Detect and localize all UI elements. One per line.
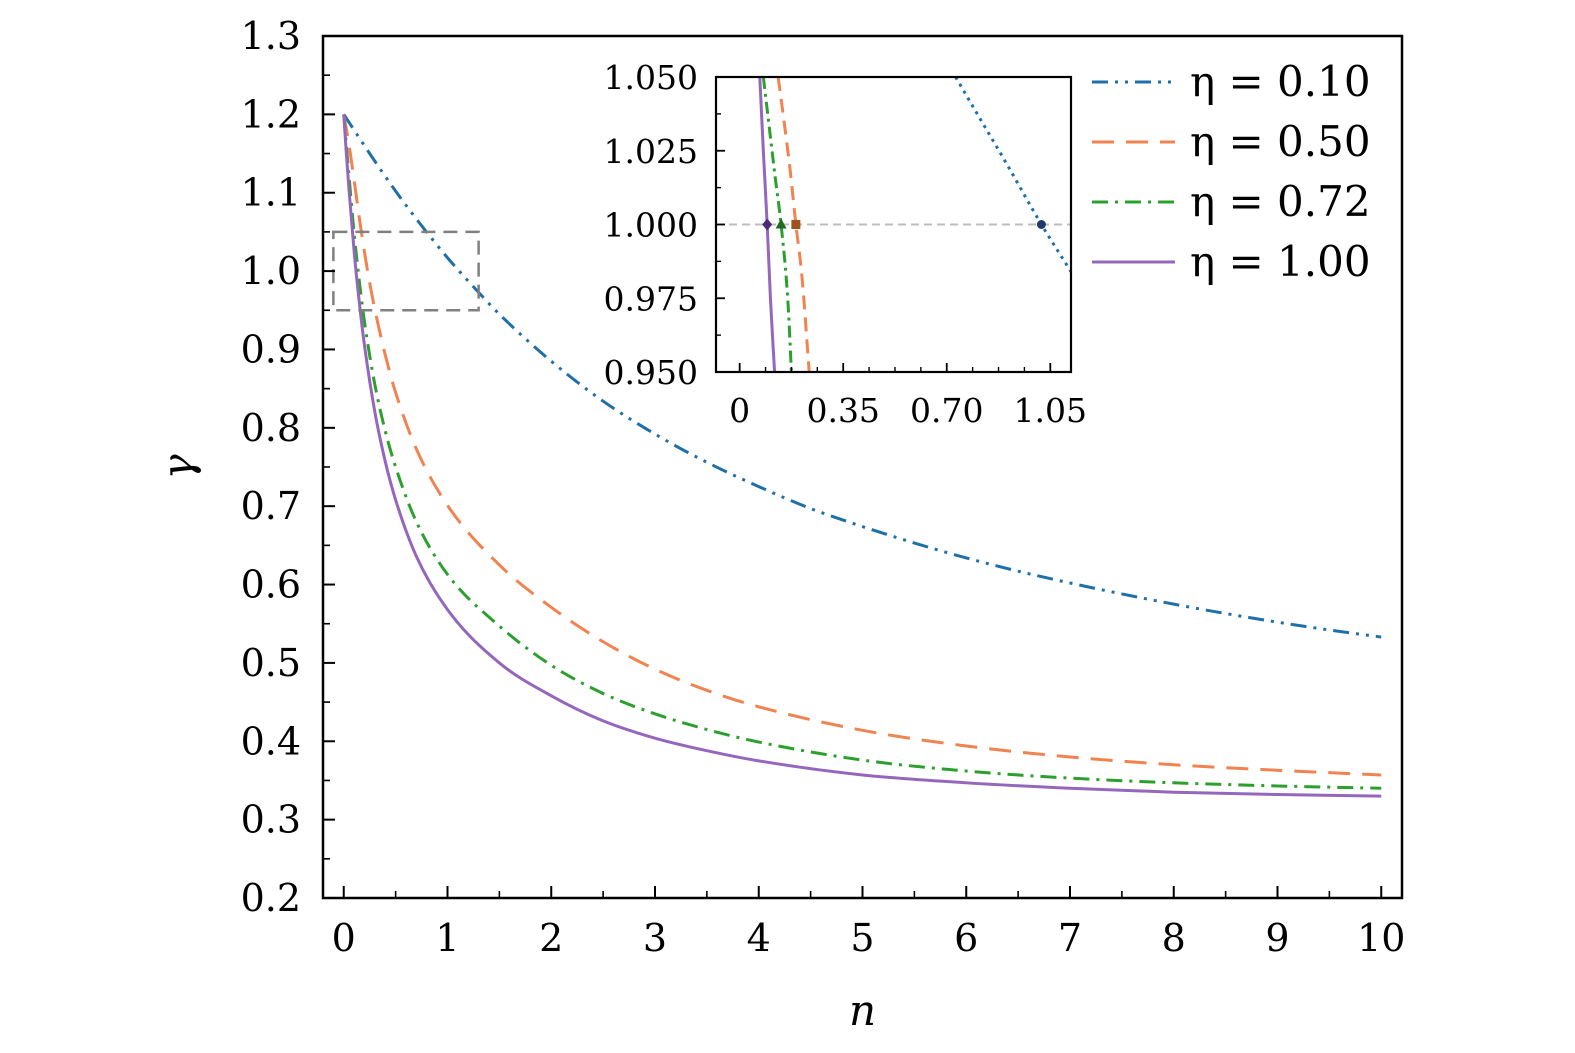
x-axis-title: n — [849, 986, 876, 1035]
y-tick-label: 1.3 — [241, 14, 301, 58]
x-tick-label: 10 — [1357, 916, 1405, 960]
inset-marker-circle — [1036, 220, 1046, 229]
x-tick-label: 5 — [850, 916, 874, 960]
inset-y-tick-label: 1.050 — [604, 58, 698, 97]
x-tick-label: 7 — [1058, 916, 1082, 960]
legend-label: η = 0.10 — [1190, 57, 1371, 106]
inset-y-tick-label: 1.025 — [604, 132, 698, 171]
series-line-3 — [342, 114, 1382, 798]
y-tick-label: 0.8 — [241, 406, 301, 450]
inset-x-tick-label: 0.70 — [910, 391, 983, 430]
series-line-1 — [342, 114, 1382, 777]
x-tick-label: 2 — [539, 916, 563, 960]
y-tick-label: 1.0 — [241, 249, 301, 293]
inset-y-tick-label: 1.000 — [604, 206, 698, 245]
y-tick-label: 0.9 — [241, 327, 301, 371]
y-tick-label: 0.3 — [241, 798, 301, 842]
legend: η = 0.10 η = 0.50 η = 0.72 η = 1.00 — [1092, 57, 1371, 286]
inset-x-tick-label: 1.05 — [1014, 391, 1087, 430]
y-tick-label: 0.6 — [241, 563, 301, 607]
main-plot: 0 1 2 3 4 5 6 7 8 9 10 0.2 0.3 0.4 0.5 0.6 0.7 0.8 0.9 1.0 1… — [153, 14, 1405, 1035]
inset-plot: 0 0.35 0.70 1.05 0.950 0.975 1.000 1.025 1.050 — [604, 58, 1088, 430]
y-tick-label: 0.4 — [241, 719, 301, 763]
y-tick-label: 1.1 — [241, 171, 301, 215]
inset-y-tick-label: 0.975 — [604, 279, 698, 318]
x-tick-label: 1 — [435, 916, 459, 960]
main-axis-ticks: 0 1 2 3 4 5 6 7 8 9 10 0.2 0.3 0.4 0.5 0.6 0.7 0.8 0.9 1.0 1… — [241, 14, 1406, 960]
inset-x-tick-label: 0.35 — [806, 391, 879, 430]
inset-y-tick-label: 0.950 — [604, 353, 698, 392]
inset-marker-square — [791, 220, 801, 229]
x-tick-label: 8 — [1162, 916, 1186, 960]
legend-label: η = 0.50 — [1190, 117, 1371, 166]
y-tick-label: 0.2 — [241, 876, 301, 920]
y-tick-label: 1.2 — [241, 92, 301, 136]
inset-series-line-2 — [761, 77, 793, 372]
main-series-group — [342, 113, 1382, 798]
y-tick-label: 0.7 — [241, 484, 301, 528]
x-tick-label: 4 — [747, 916, 771, 960]
legend-label: η = 0.72 — [1190, 177, 1371, 226]
x-tick-label: 6 — [954, 916, 978, 960]
x-tick-label: 9 — [1265, 916, 1289, 960]
inset-series-line-0 — [954, 77, 1071, 273]
series-line-2 — [342, 114, 1382, 790]
series-line-0 — [342, 113, 1382, 639]
x-tick-label: 3 — [643, 916, 667, 960]
inset-x-tick-label: 0 — [729, 391, 750, 430]
inset-axis-ticks: 0 0.35 0.70 1.05 0.950 0.975 1.000 1.025 1.050 — [604, 58, 1088, 430]
legend-label: η = 1.00 — [1190, 237, 1371, 286]
inset-marker-triangle — [775, 218, 787, 229]
y-tick-label: 0.5 — [241, 641, 301, 685]
inset-marker-diamond — [762, 218, 773, 231]
inset-markers-group — [762, 218, 1046, 231]
y-axis-title: γ — [153, 454, 202, 480]
x-tick-label: 0 — [332, 916, 356, 960]
